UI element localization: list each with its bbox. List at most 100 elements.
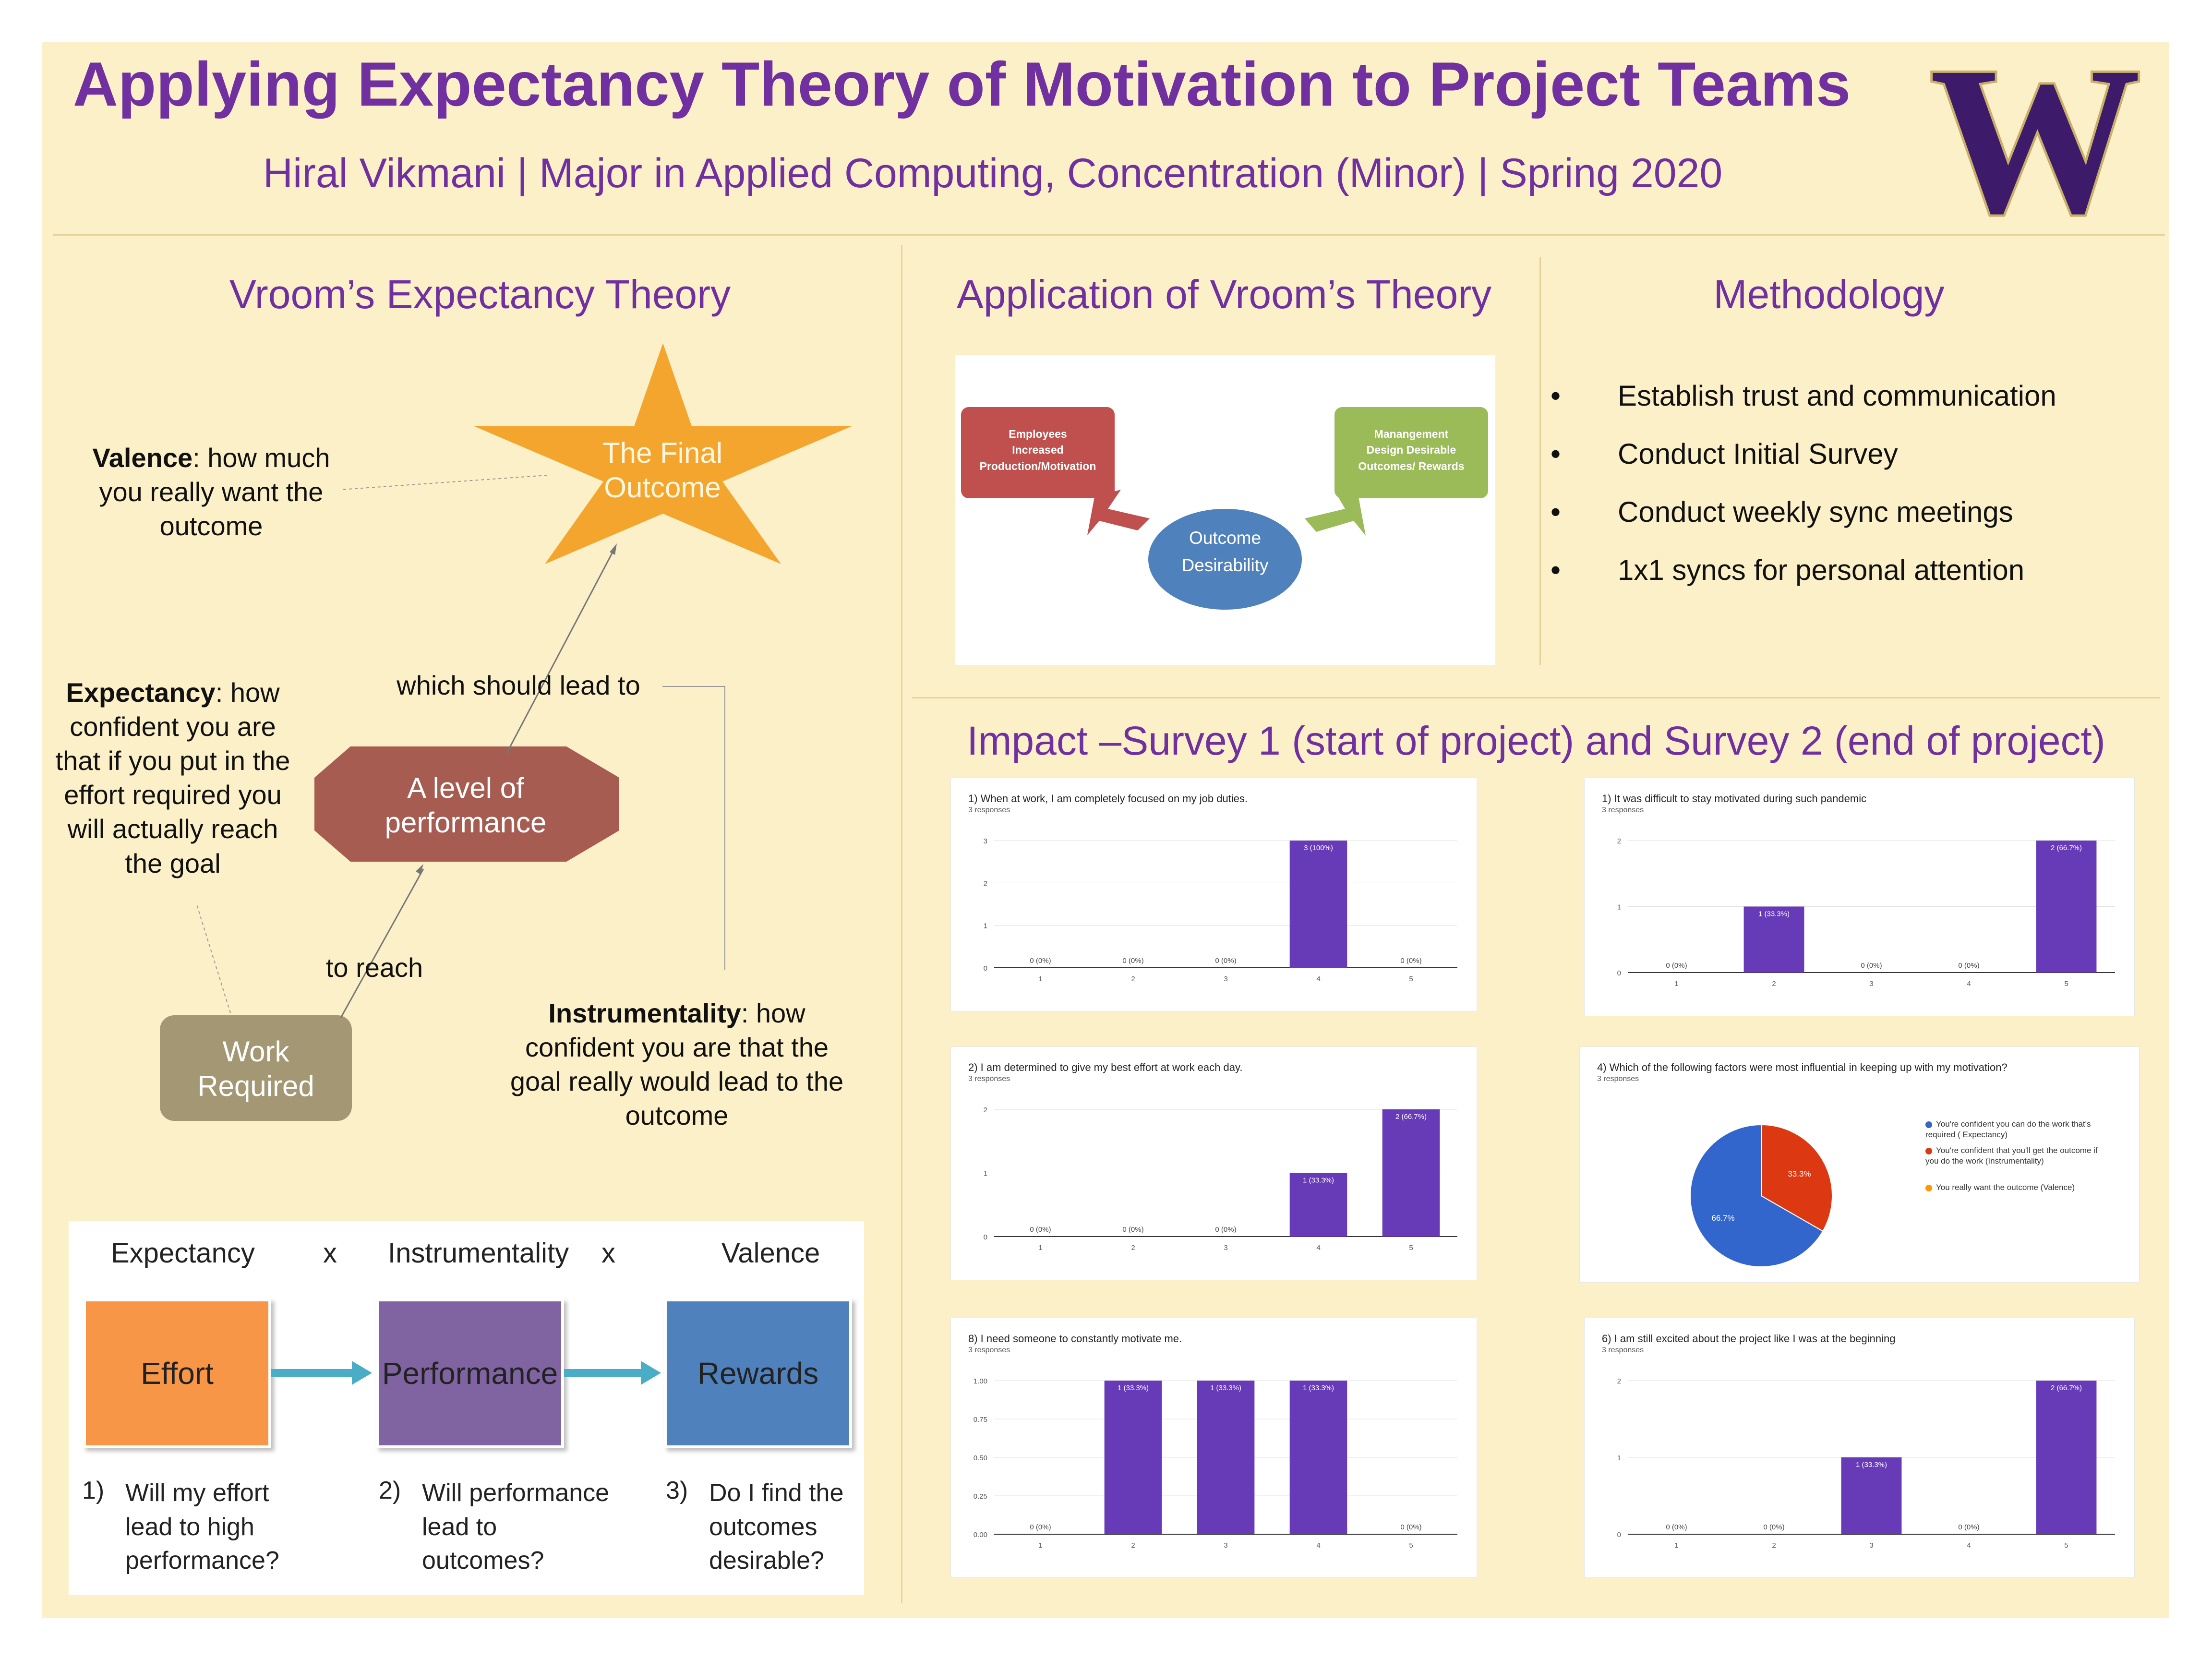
effort-box: Effort <box>83 1298 271 1448</box>
survey-chart-card: 6) I am still excited about the project … <box>1584 1318 2135 1578</box>
chart-responses: 3 responses <box>1602 1346 1644 1354</box>
valence-definition: Valence: how much you really want the ou… <box>82 441 341 543</box>
final-outcome-label: The Final Outcome <box>602 437 723 504</box>
y-tick-label: 1 <box>1617 903 1621 912</box>
chart-question: 1) When at work, I am completely focused… <box>968 793 1248 805</box>
methodology-list: Establish trust and communication Conduc… <box>1551 379 2056 612</box>
survey-chart-card: 8) I need someone to constantly motivate… <box>950 1318 1477 1578</box>
x-tick-label: 3 <box>1224 1244 1227 1252</box>
y-tick-label: 0.50 <box>974 1454 987 1462</box>
bar <box>1743 906 1804 973</box>
equation-arrows <box>271 1361 661 1385</box>
application-section-title: Application of Vroom’s Theory <box>956 272 1492 317</box>
header-divider <box>53 234 2165 236</box>
pie-legend-item: You really want the outcome (Valence) <box>1925 1182 2108 1193</box>
work-required-label: Work Required <box>197 1035 314 1102</box>
y-tick-label: 2 <box>984 1106 987 1114</box>
bar-data-label: 0 (0%) <box>1215 957 1236 965</box>
chart-responses: 3 responses <box>1602 806 1644 814</box>
equation-panel: Expectancy x Instrumentality x Valence E… <box>69 1221 864 1595</box>
valence-term: Valence <box>92 443 193 473</box>
bar-data-label: 2 (66.7%) <box>1395 1113 1427 1121</box>
application-diagram: Employees Increased Production/Motivatio… <box>955 355 1495 665</box>
vroom-diagram <box>160 343 852 1121</box>
x-tick-label: 1 <box>1038 975 1042 983</box>
bar-data-label: 2 (66.7%) <box>2051 844 2082 852</box>
bar-data-label: 1 (33.3%) <box>1758 910 1790 918</box>
to-reach-label: to reach <box>325 952 423 983</box>
y-tick-label: 0 <box>1617 1531 1621 1539</box>
chart-responses: 3 responses <box>1597 1075 1639 1083</box>
header-x-1: x <box>323 1238 337 1269</box>
x-tick-label: 3 <box>1869 1541 1873 1550</box>
survey-pie-card: 4) Which of the following factors were m… <box>1579 1046 2140 1283</box>
bar <box>1197 1381 1255 1534</box>
vroom-section-title: Vroom’s Expectancy Theory <box>229 272 731 317</box>
pie-slice <box>1761 1124 1833 1232</box>
pie-slice-label: 66.7% <box>1711 1214 1734 1223</box>
performance-box: Performance <box>376 1298 564 1448</box>
y-tick-label: 1 <box>984 922 987 930</box>
bar <box>1841 1457 1902 1534</box>
question-1-number: 1) <box>82 1477 105 1504</box>
header-valence: Valence <box>721 1238 820 1269</box>
chart-plot: 0 1 2 3 0 (0%) 1 0 (0%) 2 0 (0%) 3 3 (100%) 4 0 (0%)… <box>984 837 1457 983</box>
y-tick-label: 1 <box>1617 1454 1621 1462</box>
impact-section-title: Impact –Survey 1 (start of project) and … <box>967 718 2105 763</box>
bar <box>1289 1381 1347 1534</box>
x-tick-label: 2 <box>1131 1541 1135 1550</box>
pie-legend-item: You're confident you can do the work tha… <box>1925 1119 2108 1140</box>
work-required-box <box>160 1015 352 1121</box>
survey-chart-card: 1) When at work, I am completely focused… <box>950 778 1477 1011</box>
x-tick-label: 4 <box>1316 975 1320 983</box>
expectancy-term: Expectancy <box>66 677 216 708</box>
chart-responses: 3 responses <box>968 1075 1010 1083</box>
bar-data-label: 0 (0%) <box>1861 962 1882 970</box>
chart-question: 6) I am still excited about the project … <box>1602 1333 1896 1345</box>
header-x-2: x <box>601 1238 615 1269</box>
y-tick-label: 2 <box>984 879 987 888</box>
x-tick-label: 3 <box>1224 1541 1227 1550</box>
column-divider-left <box>901 245 902 1603</box>
outcome-desirability-label: Outcome Desirability <box>1181 528 1269 576</box>
bar <box>1289 1173 1347 1237</box>
bar-data-label: 3 (100%) <box>1304 844 1333 852</box>
pie-slice-label: 33.3% <box>1788 1169 1811 1178</box>
chart-plot: 0 1 2 0 (0%) 1 1 (33.3%) 2 0 (0%) 3 0 (0%) 4 2 (66.… <box>1617 837 2115 988</box>
x-tick-label: 1 <box>1038 1541 1042 1550</box>
bar-data-label: 0 (0%) <box>1030 1523 1051 1531</box>
expectancy-definition: Expectancy: how confident you are that i… <box>48 675 298 880</box>
rewards-box: Rewards <box>664 1298 852 1448</box>
bar <box>2036 1381 2097 1534</box>
bar <box>1104 1381 1162 1534</box>
y-tick-label: 0 <box>1617 969 1621 977</box>
y-tick-label: 1 <box>984 1170 987 1178</box>
x-tick-label: 5 <box>1409 975 1413 983</box>
column-divider-right <box>1539 257 1541 665</box>
expectancy-text: : how confident you are that if you put … <box>55 677 290 878</box>
methodology-item: Establish trust and communication <box>1551 379 2056 437</box>
x-tick-label: 4 <box>1316 1541 1320 1550</box>
x-tick-label: 2 <box>1772 1541 1776 1550</box>
chart-question: 8) I need someone to constantly motivate… <box>968 1333 1182 1345</box>
uw-logo-letter: W <box>1930 58 2141 226</box>
methodology-item: 1x1 syncs for personal attention <box>1551 553 2056 612</box>
x-tick-label: 4 <box>1967 1541 1971 1550</box>
bar <box>1382 1109 1440 1237</box>
bar-data-label: 1 (33.3%) <box>1303 1384 1334 1392</box>
chart-plot: 0 1 2 0 (0%) 1 0 (0%) 2 0 (0%) 3 1 (33.3%) 4 2 (66.… <box>984 1106 1457 1252</box>
question-2-text: Will performance lead to outcomes? <box>422 1479 610 1575</box>
y-tick-label: 0.25 <box>974 1492 987 1501</box>
instrumentality-text: : how confident you are that the goal re… <box>510 998 844 1131</box>
x-tick-label: 2 <box>1131 975 1135 983</box>
survey-chart-card: 2) I am determined to give my best effor… <box>950 1046 1477 1280</box>
bar-data-label: 0 (0%) <box>1122 1226 1143 1234</box>
bar <box>2036 841 2097 973</box>
y-tick-label: 2 <box>1617 837 1621 845</box>
x-tick-label: 3 <box>1224 975 1227 983</box>
legend-dot-valence <box>1925 1184 1932 1191</box>
bar-data-label: 2 (66.7%) <box>2051 1384 2082 1392</box>
instrumentality-term: Instrumentality <box>548 998 741 1028</box>
performance-octagon <box>314 746 619 862</box>
y-tick-label: 1.00 <box>974 1377 987 1385</box>
